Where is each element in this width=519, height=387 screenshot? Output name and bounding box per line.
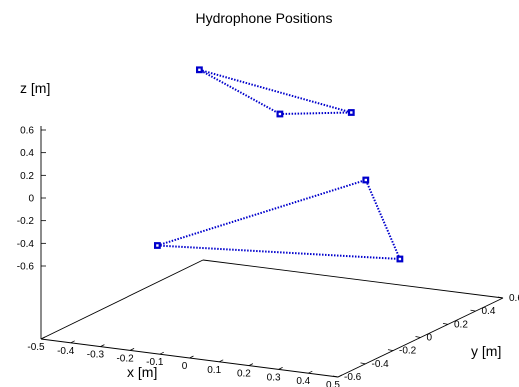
- z-axis-label: z [m]: [20, 80, 50, 96]
- z-tick-label: -0.4: [17, 239, 35, 250]
- y-tick-label: -0.6: [344, 372, 362, 383]
- x-tick-label: 0: [182, 361, 188, 372]
- x-tick-mark: [337, 374, 343, 378]
- x-axis-label: x [m]: [127, 364, 157, 380]
- y-tick-mark: [415, 336, 421, 338]
- hydrophone-triangle-1: [198, 68, 352, 116]
- y-tick-label: -0.2: [399, 346, 417, 357]
- y-tick-mark: [442, 322, 449, 325]
- hydrophone-triangle-2: [157, 178, 402, 261]
- z-ticks-group: 0.6 0.4 0.2 0 -0.2 -0.4 -0.6: [17, 126, 46, 273]
- hydrophone-point-center: [198, 68, 201, 71]
- y-axis-label: y [m]: [471, 343, 501, 359]
- y-tick-mark: [332, 375, 339, 378]
- z-tick-label: 0.2: [20, 171, 34, 182]
- x-tick-mark: [129, 348, 135, 351]
- y-tick-mark: [497, 296, 504, 299]
- y-tick-label: 0.2: [454, 319, 468, 330]
- hydrophone-series: [153, 66, 404, 263]
- x-tick-mark: [308, 370, 313, 374]
- x-tick-label: 0.4: [296, 376, 310, 387]
- x-tick-mark: [189, 355, 194, 359]
- z-tick-label: 0.6: [20, 126, 34, 137]
- y-tick-label: 0.4: [482, 306, 496, 317]
- x-tick-mark: [248, 363, 254, 366]
- y-back-axis-line: [40, 259, 204, 340]
- hydrophone-point-center: [364, 178, 367, 182]
- chart-title: Hydrophone Positions: [196, 10, 333, 26]
- z-tick-label: 0: [28, 194, 34, 205]
- z-tick-label: 0.4: [20, 148, 34, 159]
- hydrophone-point-center: [278, 112, 282, 116]
- hydrophone-point-center: [398, 257, 402, 261]
- hydrophone-point-center: [156, 244, 159, 247]
- y-tick-label: 0: [427, 333, 433, 344]
- hydrophone-point-center: [350, 111, 353, 114]
- y-tick-mark: [387, 349, 394, 352]
- x-tick-label: 0.2: [237, 369, 251, 380]
- x-tick-mark: [70, 340, 75, 344]
- x-back-axis-line: [202, 259, 504, 299]
- y-ticks-group: -0.6 -0.4 -0.2 0 0.2 0.4 0.6: [332, 293, 519, 383]
- x-tick-label: -0.1: [146, 357, 164, 368]
- x-tick-label: 0.3: [267, 372, 281, 383]
- x-tick-label: 0.1: [207, 365, 221, 376]
- x-tick-mark: [219, 359, 224, 363]
- x-tick-label: -0.2: [116, 353, 134, 364]
- z-tick-label: -0.2: [17, 216, 35, 227]
- x-tick-label: 0.5: [326, 380, 340, 387]
- z-tick-label: -0.6: [17, 262, 35, 273]
- y-tick-mark: [360, 362, 366, 365]
- x-tick-label: -0.3: [87, 350, 105, 361]
- x-ticks-group: -0.5 -0.4 -0.3 -0.2 -0.1 0 0.1 0.2 0.3 0.4 0.5: [27, 336, 343, 387]
- x-tick-mark: [100, 344, 105, 347]
- x-tick-mark: [278, 367, 283, 370]
- y-tick-label: 0.6: [509, 293, 519, 304]
- x-tick-mark: [40, 336, 46, 340]
- x-tick-label: -0.5: [27, 342, 45, 353]
- y-tick-mark: [470, 309, 476, 312]
- y-tick-label: -0.4: [372, 359, 390, 370]
- x-tick-mark: [159, 351, 164, 355]
- x-tick-label: -0.4: [57, 346, 75, 357]
